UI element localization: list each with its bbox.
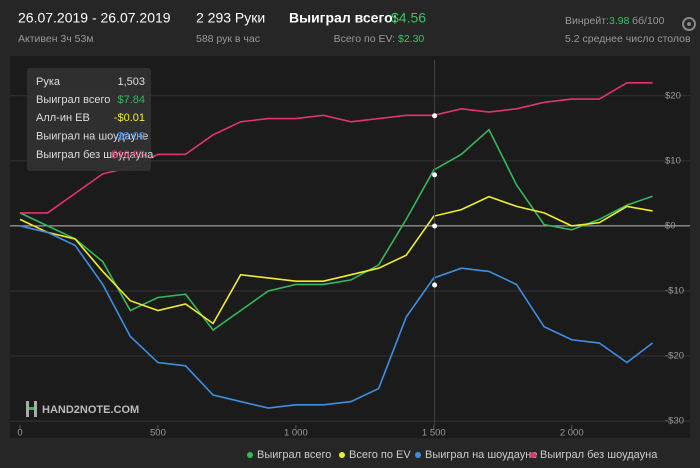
legend-label: Выиграл на шоудауне [425,449,537,461]
legend-item[interactable]: Выиграл без шоудауна [530,449,658,461]
hover-dot [432,223,438,229]
series-line [19,195,653,325]
y-tick-label: -$20 [665,351,684,362]
x-tick-label: 1 500 [422,428,446,439]
won-value: $4.56 [391,10,426,26]
tooltip-row-name: Алл-ин EB [36,112,90,124]
legend-marker [415,452,421,458]
hover-dot [432,113,438,119]
date-range: 26.07.2019 - 26.07.2019 [18,10,171,26]
hands: 2 293 Руки [196,10,265,26]
ev-label: Всего по EV: [334,33,395,45]
winrate-label: Винрейт: [565,15,609,27]
legend-item[interactable]: Всего по EV [339,449,411,461]
logo: HAND2NOTE.COM [26,401,139,417]
tooltip-box [27,68,151,171]
hover-dot [432,282,438,288]
won-label: Выиграл всего: [289,10,397,26]
logo-text: HAND2NOTE.COM [42,404,139,416]
x-tick-label: 0 [17,428,22,439]
y-tick-label: -$10 [665,285,684,296]
tooltip-hand-label: Рука [36,76,61,88]
y-tick-label: $10 [665,155,681,166]
tooltip-hand: 1,503 [117,76,145,88]
tooltip-row-value: -$9.09 [114,131,145,143]
logo-mark [29,407,34,410]
legend-label: Выиграл всего [257,449,331,461]
legend-label: Всего по EV [349,449,411,461]
legend-marker [530,452,536,458]
y-tick-label: $20 [665,90,681,101]
tooltip-row-value: $7.84 [117,94,145,106]
series-line [19,225,654,409]
series-line [19,128,653,332]
winrate-unit: бб/100 [632,15,665,27]
x-tick-label: 2 000 [560,428,584,439]
plot: $20 $10 $0 -$10 -$20 -$30 0 500 1 000 1 500 2 000 [10,60,690,439]
y-tick-label: $0 [665,220,676,231]
logo-mark [34,401,37,417]
legend-item[interactable]: Выиграл всего [247,449,331,461]
ev-value: $2.30 [398,33,424,45]
tooltip-row-value: $16.93 [111,149,145,161]
tables: 5.2 среднее число столов [565,33,691,45]
hands-per-hour: 588 рук в час [196,33,260,45]
tooltip-row-name: Выиграл без шоудауна [36,149,154,161]
winrate-value: 3.98 [609,15,630,27]
x-tick-label: 1 000 [284,428,308,439]
y-tick-label: -$30 [665,416,684,427]
gear[interactable] [682,17,696,31]
legend-marker [339,452,345,458]
x-tick-label: 500 [150,428,166,439]
tooltip-row-name: Выиграл всего [36,94,110,106]
tooltip: Рука 1,503 Выиграл всего $7.84 Алл-ин EB -$… [27,68,154,171]
tooltip-row-name: Выиграл на шоудауне [36,131,148,143]
logo-mark [26,401,29,417]
tooltip-row-value: -$0.01 [114,112,145,124]
settings-icon[interactable] [682,17,696,31]
gear-center[interactable] [687,22,691,26]
legend-item[interactable]: Выиграл на шоудауне [415,449,537,461]
active-time: Активен 3ч 53м [18,33,94,45]
legend-label: Выиграл без шоудауна [540,449,658,461]
legend-marker [247,452,253,458]
hover-dot [432,172,438,178]
